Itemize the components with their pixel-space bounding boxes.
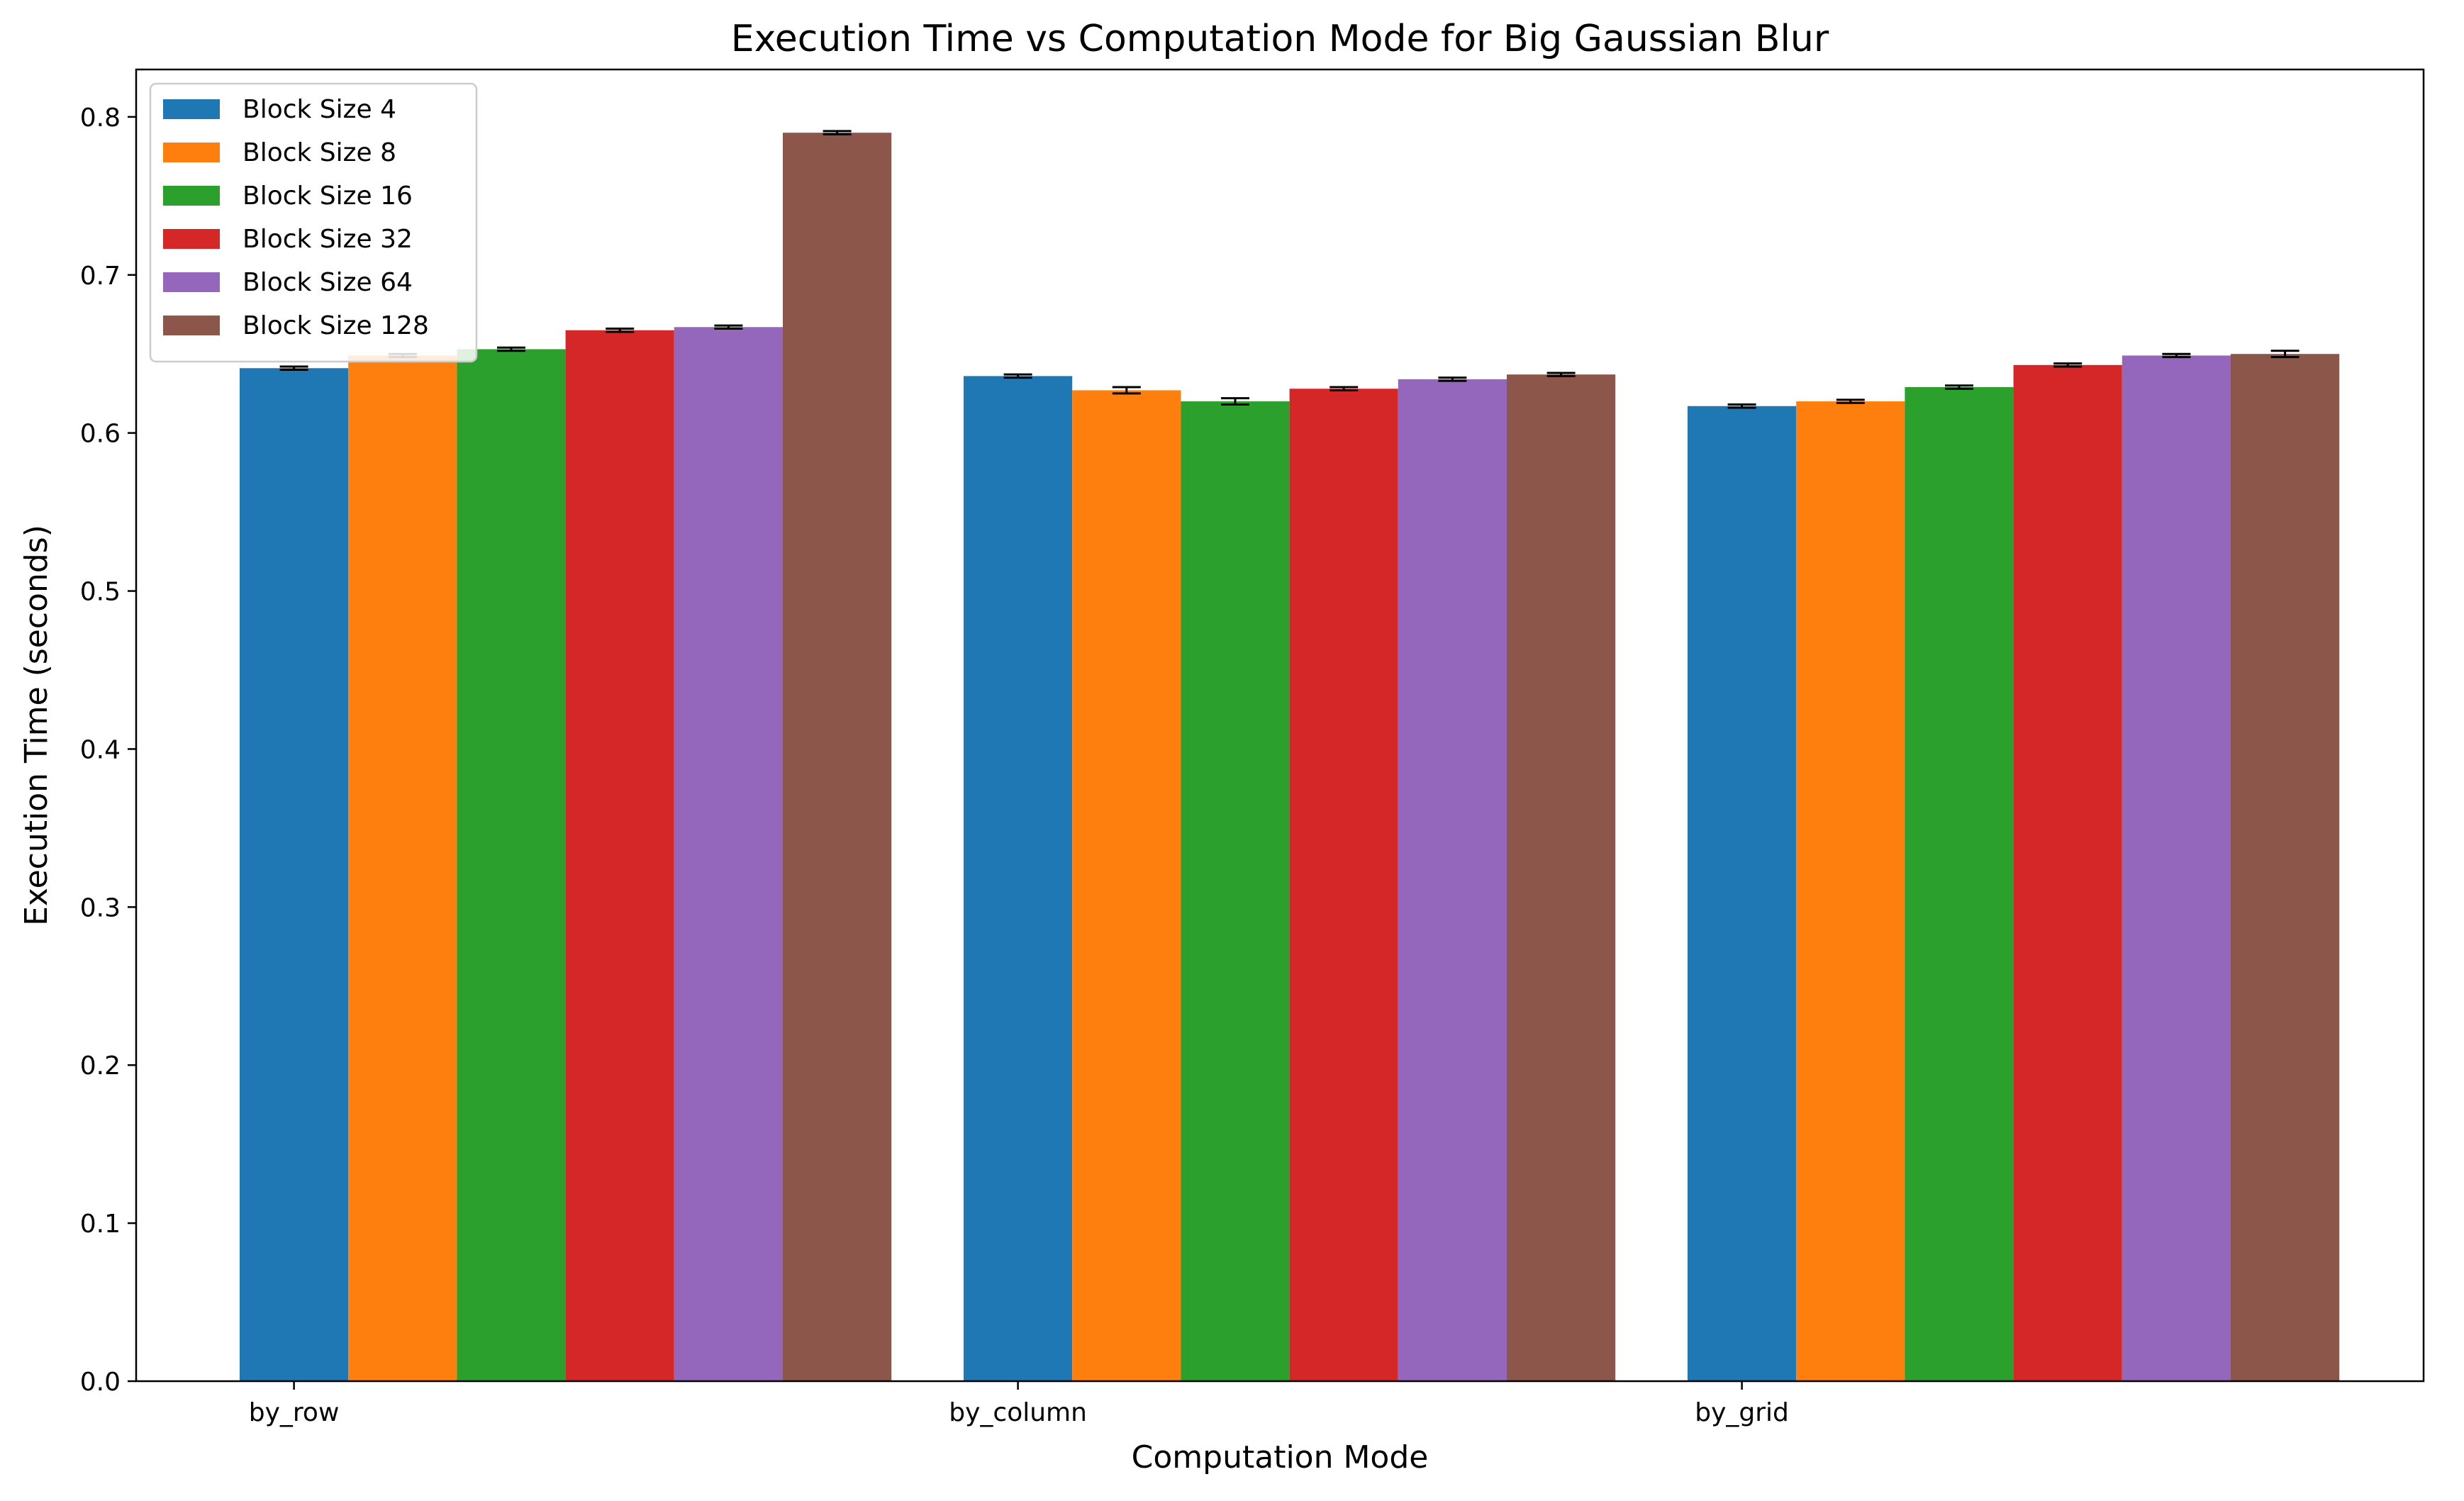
- legend: Block Size 4 Block Size 8 Block Size 16 Blo…: [149, 82, 478, 363]
- legend-item: Block Size 64: [163, 268, 413, 297]
- legend-label: Block Size 64: [243, 268, 413, 297]
- bar-by_grid-series-2: [1905, 387, 2014, 1382]
- x-tick-label-by_grid: by_grid: [1695, 1398, 1789, 1427]
- bars-layer: [240, 133, 2340, 1382]
- y-axis-label: Execution Time (seconds): [18, 525, 55, 926]
- error-bar-by_grid-series-0: [1727, 403, 1756, 409]
- error-bar-by_column-series-2: [1221, 397, 1249, 406]
- bar-by_column-series-5: [1507, 374, 1616, 1382]
- error-bar-by_column-series-3: [1329, 386, 1359, 391]
- bar-by_grid-series-3: [2013, 364, 2122, 1381]
- error-bar-by_grid-series-5: [2270, 350, 2299, 359]
- y-tick-label: 0.2: [80, 1051, 121, 1081]
- error-bar-by_row-series-3: [606, 328, 635, 333]
- x-tick-label-by_row: by_row: [249, 1398, 340, 1427]
- error-bar-by_grid-series-2: [1945, 384, 1973, 390]
- bar-by_grid-series-5: [2231, 354, 2340, 1381]
- legend-swatch: [163, 229, 220, 249]
- plot-frame: [135, 68, 2425, 1383]
- bar-by_grid-series-4: [2122, 355, 2231, 1382]
- legend-item: Block Size 32: [163, 225, 413, 254]
- error-bar-by_row-series-5: [823, 130, 852, 135]
- error-bar-by_column-series-4: [1438, 376, 1467, 382]
- legend-label: Block Size 32: [243, 225, 413, 254]
- y-tick-label: 0.5: [80, 578, 121, 607]
- bar-by_row-series-0: [240, 368, 349, 1381]
- bar-by_row-series-4: [674, 327, 783, 1382]
- y-tick-label: 0.0: [80, 1368, 121, 1397]
- bar-by_column-series-3: [1289, 389, 1398, 1381]
- legend-item: Block Size 4: [163, 95, 396, 124]
- legend-label: Block Size 8: [243, 138, 396, 167]
- bar-by_row-series-5: [783, 133, 892, 1382]
- bar-by_column-series-0: [964, 376, 1073, 1381]
- error-bar-by_column-series-5: [1546, 372, 1576, 377]
- bar-by_column-series-1: [1072, 390, 1181, 1381]
- y-axis: 0.0 0.1 0.2 0.3 0.4 0.5 0.6 0.7 0.8: [80, 104, 136, 1397]
- legend-swatch: [163, 316, 220, 335]
- legend-label: Block Size 16: [243, 182, 413, 211]
- legend-item: Block Size 16: [163, 182, 413, 211]
- y-tick-label: 0.7: [80, 262, 121, 291]
- x-axis: by_row by_column by_grid: [249, 1381, 1789, 1427]
- error-bar-by_column-series-1: [1112, 386, 1141, 395]
- legend-label: Block Size 128: [243, 311, 429, 340]
- error-bar-by_grid-series-1: [1836, 398, 1865, 404]
- legend-swatch: [163, 186, 220, 206]
- bar-by_column-series-4: [1398, 379, 1507, 1382]
- bar-by_column-series-2: [1181, 401, 1290, 1381]
- legend-swatch: [163, 143, 220, 162]
- bar-by_row-series-3: [565, 330, 674, 1381]
- legend-label: Block Size 4: [243, 95, 396, 124]
- error-bar-by_grid-series-3: [2053, 362, 2083, 368]
- y-tick-label: 0.6: [80, 420, 121, 449]
- bar-by_grid-series-0: [1688, 406, 1797, 1381]
- x-axis-label: Computation Mode: [1132, 1439, 1429, 1475]
- y-tick-label: 0.4: [80, 735, 121, 764]
- bar-by_row-series-2: [457, 349, 566, 1381]
- legend-swatch: [163, 99, 220, 119]
- error-bar-by_row-series-0: [279, 365, 308, 371]
- error-bar-by_column-series-0: [1003, 373, 1032, 379]
- bar-by_grid-series-1: [1796, 401, 1905, 1381]
- y-tick-label: 0.8: [80, 104, 121, 133]
- error-bar-by_row-series-4: [714, 324, 743, 330]
- legend-item: Block Size 8: [163, 138, 396, 167]
- legend-swatch: [163, 272, 220, 292]
- legend-item: Block Size 128: [163, 311, 429, 340]
- y-tick-label: 0.1: [80, 1210, 121, 1239]
- x-tick-label-by_column: by_column: [949, 1398, 1087, 1427]
- legend-box: [149, 82, 478, 363]
- error-bar-by_row-series-2: [497, 346, 525, 352]
- chart-title: Execution Time vs Computation Mode for B…: [731, 18, 1829, 60]
- bar-by_row-series-1: [348, 355, 457, 1382]
- error-bar-by_grid-series-4: [2162, 352, 2191, 359]
- y-tick-label: 0.3: [80, 893, 121, 922]
